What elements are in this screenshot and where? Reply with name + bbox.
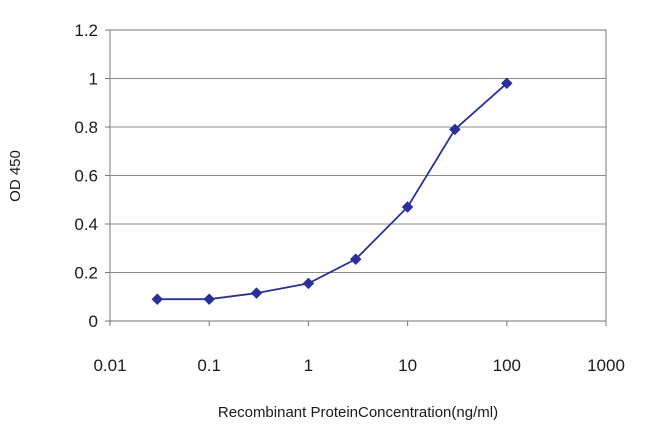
y-tick-label: 0.2 <box>74 264 98 283</box>
series <box>151 77 513 306</box>
x-axis-ticks: 0.01 0.1 1 10 100 1000 <box>93 321 625 375</box>
data-point <box>401 201 414 213</box>
data-point <box>500 77 513 90</box>
x-tick-label: 1 <box>304 356 313 375</box>
data-point <box>302 277 315 290</box>
x-tick-label: 0.1 <box>197 356 221 375</box>
data-point <box>151 293 164 306</box>
x-tick-label: 0.01 <box>93 356 126 375</box>
data-point <box>449 123 461 136</box>
y-tick-label: 0.8 <box>74 118 98 137</box>
data-point <box>203 293 216 306</box>
series-line <box>157 82 508 301</box>
x-tick-label: 100 <box>493 356 521 375</box>
x-tick-label: 10 <box>398 356 417 375</box>
y-axis-label: OD 450 <box>7 150 24 202</box>
y-tick-label: 0.4 <box>74 215 98 234</box>
y-axis-ticks: 0 0.2 0.4 0.6 0.8 1 1.2 <box>74 21 110 331</box>
y-tick-label: 0 <box>89 312 98 331</box>
x-axis-label: Recombinant ProteinConcentration(ng/ml) <box>218 404 498 421</box>
data-point <box>349 253 362 266</box>
y-tick-label: 1 <box>89 70 98 89</box>
y-tick-label: 0.6 <box>74 167 98 186</box>
data-point <box>250 287 263 299</box>
y-tick-label: 1.2 <box>74 21 98 40</box>
grid <box>110 78 606 273</box>
x-tick-label: 1000 <box>587 356 625 375</box>
